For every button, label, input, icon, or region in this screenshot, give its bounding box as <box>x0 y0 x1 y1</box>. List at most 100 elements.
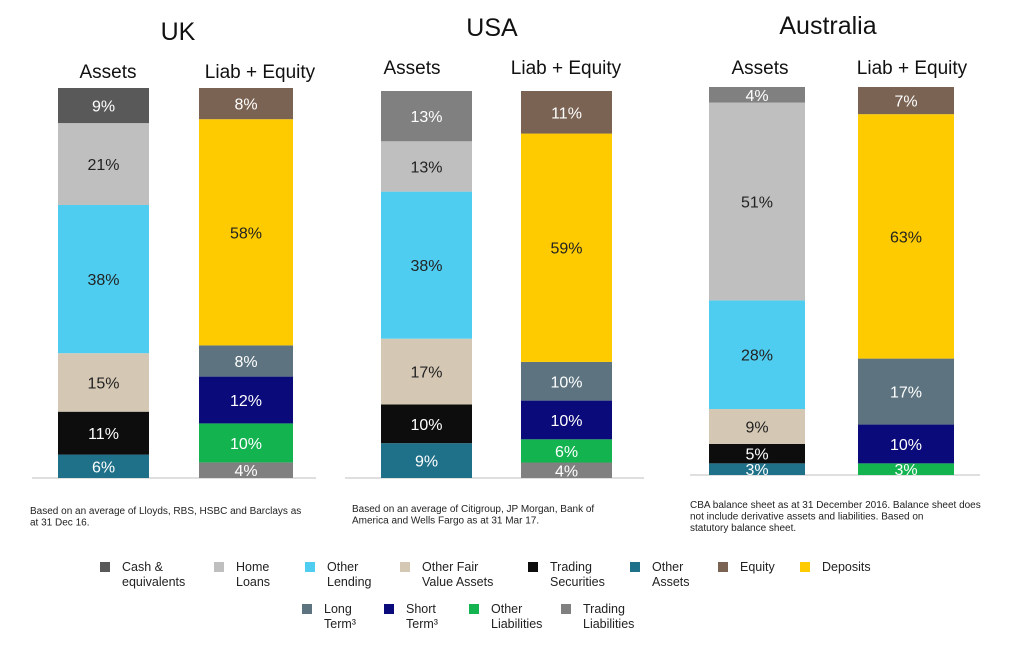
legend-swatch <box>800 562 810 572</box>
legend-label: Other Assets <box>652 560 690 589</box>
bar-header: Liab + Equity <box>511 58 622 79</box>
data-label: 63% <box>890 229 922 246</box>
data-label: 11% <box>551 105 582 122</box>
bar-segment-home-loans <box>709 102 805 301</box>
legend-swatch <box>718 562 728 572</box>
legend-item-other-fv-assets: Other Fair Value Assets <box>400 560 493 589</box>
bar-segment-trading-securities <box>381 404 472 444</box>
chart-panel-uk: UK Assets 6% 11% 15% 38% 21% 9% Liab + Equity 4% 1… <box>30 18 316 529</box>
bar-segment-long-term <box>521 361 612 401</box>
bar-segment-deposits <box>858 114 954 359</box>
data-label: 59% <box>550 241 582 258</box>
data-label: 51% <box>741 194 773 211</box>
bar-segment-trading-liabilities <box>709 87 805 103</box>
legend-item-trading-securities: Trading Securities <box>528 560 605 589</box>
bar-segment-other-liabilities <box>199 423 293 463</box>
legend-label: Cash & equivalents <box>122 560 185 589</box>
bar-segment-long-term <box>858 358 954 425</box>
data-label: 4% <box>745 88 768 105</box>
bar-segment-other-fv-assets <box>709 409 805 444</box>
bar-segment-other-liabilities <box>521 439 612 463</box>
bar-segment-trading-liabilities <box>381 91 472 142</box>
legend-swatch <box>561 604 571 614</box>
data-label: 6% <box>555 444 578 461</box>
data-label: 10% <box>410 417 442 434</box>
data-label: 5% <box>745 447 768 464</box>
bar-segment-equity <box>858 87 954 115</box>
bar-segment-other-lending <box>709 300 805 410</box>
data-label: 7% <box>894 94 917 111</box>
bar-segment-home-loans <box>58 123 149 205</box>
legend-item-other-liabilities: Other Liabilities <box>469 602 542 631</box>
data-label: 17% <box>410 365 442 382</box>
legend-label: Trading Liabilities <box>583 602 634 631</box>
data-label: 8% <box>234 354 257 371</box>
legend-swatch <box>214 562 224 572</box>
data-label: 11% <box>88 426 119 443</box>
bar-header: Liab + Equity <box>857 58 968 79</box>
data-label: 3% <box>894 462 917 479</box>
legend-swatch <box>528 562 538 572</box>
legend-item-cash: Cash & equivalents <box>100 560 185 589</box>
legend-label: Other Fair Value Assets <box>422 560 493 589</box>
data-label: 10% <box>550 374 582 391</box>
legend-swatch <box>400 562 410 572</box>
legend-swatch <box>302 604 312 614</box>
data-label: 8% <box>234 97 257 114</box>
bar-header: Assets <box>731 58 788 79</box>
bar-segment-cash <box>58 88 149 124</box>
bar-segment-other-fv-assets <box>58 353 149 412</box>
data-label: 3% <box>745 462 768 479</box>
chart-title: USA <box>466 14 518 42</box>
legend-swatch <box>469 604 479 614</box>
chart-note: CBA balance sheet as at 31 December 2016… <box>690 500 981 534</box>
bar-segment-short-term <box>521 400 612 440</box>
bar-segment-trading-liabilities <box>521 462 612 478</box>
data-label: 12% <box>230 393 262 410</box>
legend-label: Equity <box>740 560 775 574</box>
data-label: 17% <box>890 385 922 402</box>
data-label: 9% <box>745 420 768 437</box>
data-label: 4% <box>555 463 578 480</box>
chart-panel-usa: USA Assets 9% 10% 17% 38% 13% 13% Liab + Equity 4… <box>345 14 644 527</box>
data-label: 9% <box>415 454 438 471</box>
bar-segment-trading-liabilities <box>199 462 293 478</box>
bar-segment-short-term <box>199 376 293 424</box>
data-label: 6% <box>92 459 115 476</box>
data-label: 10% <box>550 413 582 430</box>
bar-segment-other-assets <box>381 443 472 478</box>
bar-segment-short-term <box>858 424 954 464</box>
chart-note: Based on an average of Lloyds, RBS, HSBC… <box>30 506 301 529</box>
data-label: 38% <box>410 258 442 275</box>
chart-title: Australia <box>779 12 876 40</box>
legend-swatch <box>305 562 315 572</box>
bar-header: Liab + Equity <box>205 62 316 83</box>
legend-label: Long Term³ <box>324 602 356 631</box>
data-label: 15% <box>87 375 119 392</box>
data-label: 9% <box>92 99 115 116</box>
data-label: 58% <box>230 225 262 242</box>
data-label: 38% <box>87 272 119 289</box>
bar-segment-equity <box>199 88 293 120</box>
bar-segment-deposits <box>199 119 293 346</box>
bar-segment-equity <box>521 91 612 134</box>
bar-header: Assets <box>79 62 136 83</box>
legend-item-other-assets: Other Assets <box>630 560 690 589</box>
data-label: 13% <box>410 109 442 126</box>
legend-label: Other Liabilities <box>491 602 542 631</box>
chart-title: UK <box>161 18 196 46</box>
bar-segment-other-fv-assets <box>381 338 472 405</box>
data-label: 10% <box>230 436 262 453</box>
bar-segment-trading-securities <box>709 443 805 464</box>
legend-swatch <box>100 562 110 572</box>
legend-label: Other Lending <box>327 560 372 589</box>
legend-item-home-loans: Home Loans <box>214 560 270 589</box>
legend-label: Trading Securities <box>550 560 605 589</box>
data-label: 13% <box>410 159 442 176</box>
legend-swatch <box>630 562 640 572</box>
legend-item-equity: Equity <box>718 560 775 574</box>
legend-item-deposits: Deposits <box>800 560 871 574</box>
bar-header: Assets <box>383 58 440 79</box>
bar-segment-home-loans <box>381 141 472 192</box>
